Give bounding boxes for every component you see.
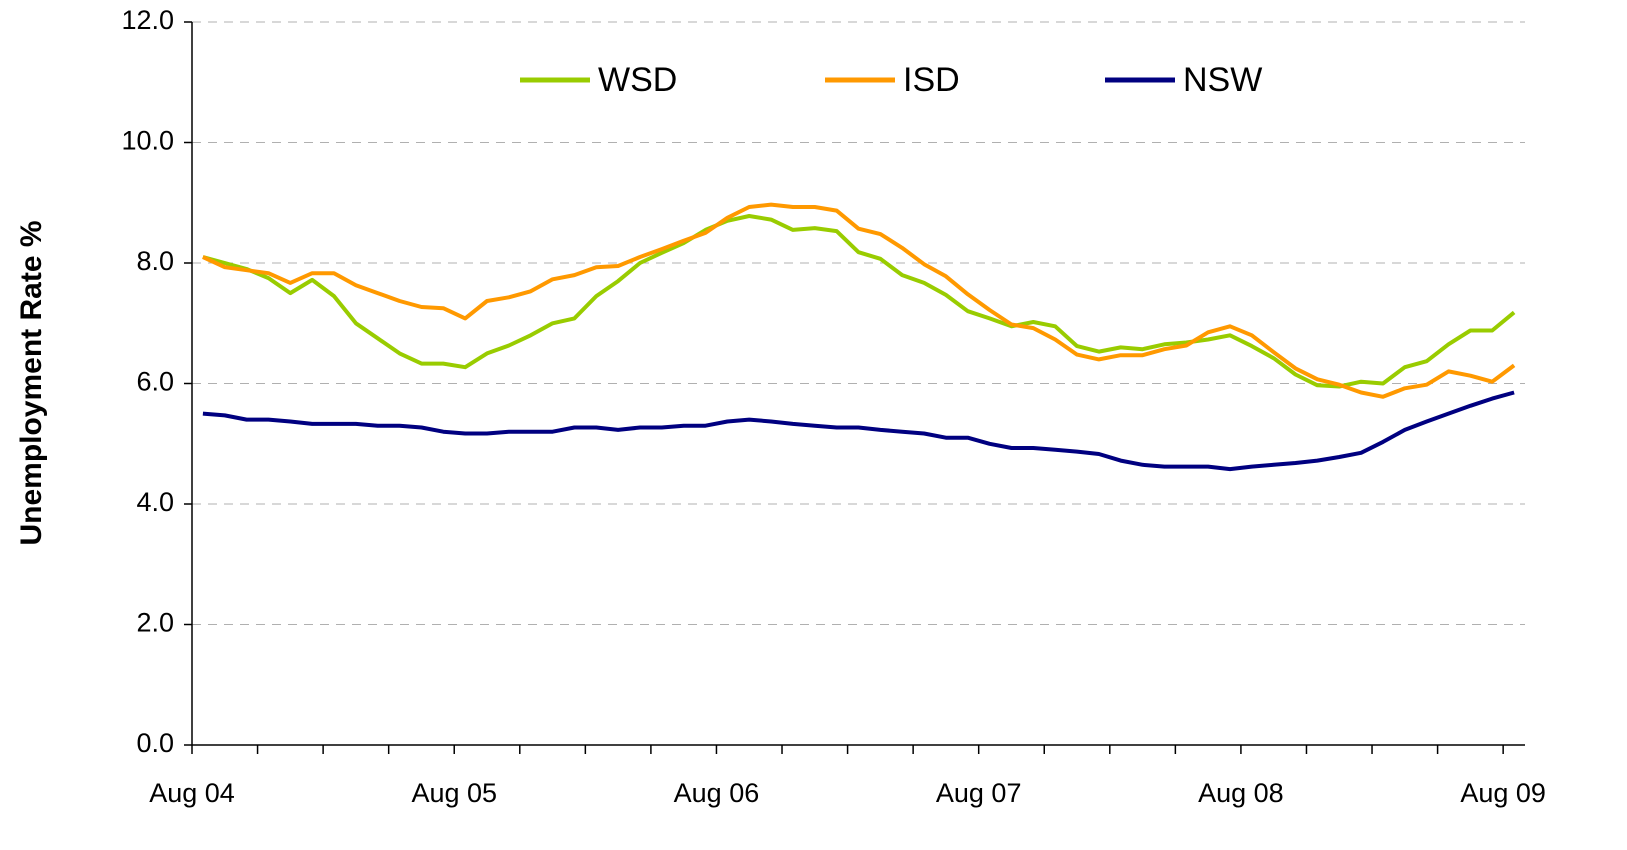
x-tick-label: Aug 05 [411, 778, 497, 808]
y-tick-label: 2.0 [136, 608, 174, 638]
x-tick-label: Aug 07 [936, 778, 1022, 808]
line-series [202, 390, 1515, 472]
legend-label: WSD [598, 61, 677, 99]
y-tick-label: 12.0 [121, 5, 174, 35]
y-tick-label: 6.0 [136, 367, 174, 397]
legend-label: NSW [1183, 61, 1262, 99]
y-tick-label: 8.0 [136, 246, 174, 276]
x-tick-label: Aug 08 [1198, 778, 1284, 808]
x-tick-label: Aug 06 [674, 778, 760, 808]
y-tick-label: 0.0 [136, 728, 174, 758]
x-tick-label: Aug 04 [149, 778, 235, 808]
y-tick-label: 4.0 [136, 487, 174, 517]
x-tick-label: Aug 09 [1460, 778, 1546, 808]
line-series [202, 202, 1516, 399]
y-axis-title: Unemployment Rate % [15, 220, 48, 545]
line-series [202, 214, 1516, 389]
y-tick-label: 10.0 [121, 126, 174, 156]
legend-label: ISD [903, 61, 960, 99]
